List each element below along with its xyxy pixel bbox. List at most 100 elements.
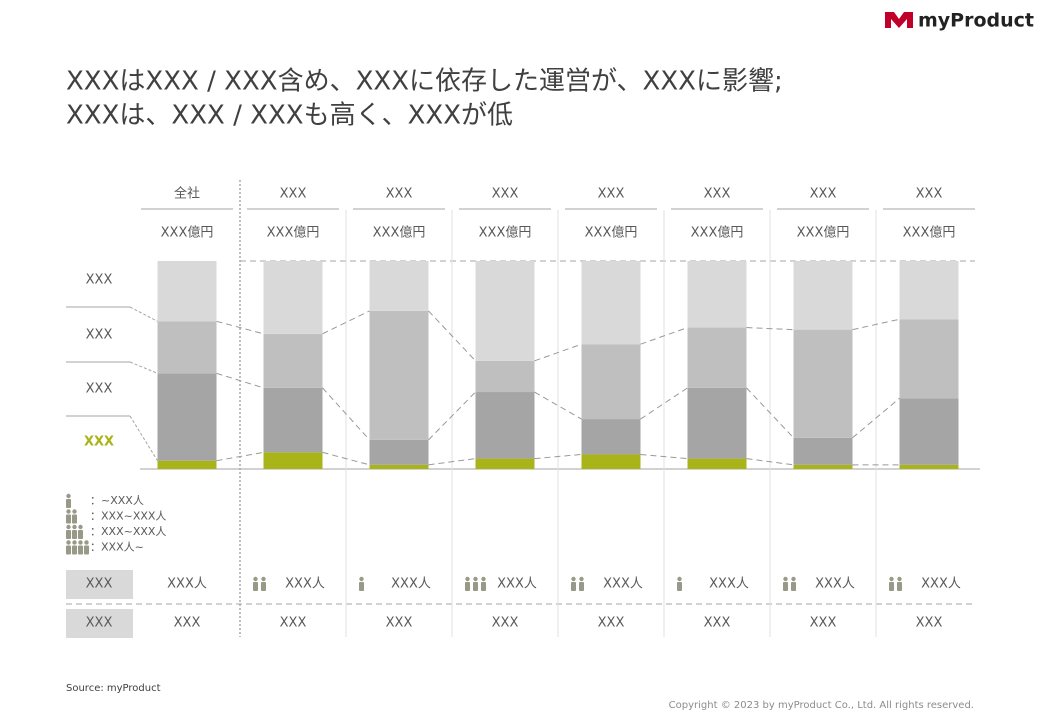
legend-icons xyxy=(66,524,83,539)
person-head xyxy=(66,524,71,530)
bar-segment xyxy=(369,439,429,465)
person-head xyxy=(571,576,576,582)
person-head xyxy=(66,540,71,545)
person-body xyxy=(253,582,258,591)
row-header: XXX xyxy=(86,616,113,631)
person-body xyxy=(677,582,682,591)
person-head xyxy=(481,576,486,582)
connector xyxy=(852,318,900,331)
logo-text: myProduct xyxy=(918,10,1034,32)
bar-segment xyxy=(793,437,853,465)
bar-segment xyxy=(687,387,747,459)
person-head xyxy=(78,540,83,545)
bar-segment xyxy=(369,261,429,311)
copyright: Copyright © 2023 by myProduct Co., Ltd. … xyxy=(669,700,974,711)
table-cell: XXX人 xyxy=(709,577,749,592)
connector xyxy=(216,451,264,462)
table-cell: XXX人 xyxy=(921,577,961,592)
legend-icons xyxy=(66,493,71,508)
person-head xyxy=(897,576,902,582)
person-head xyxy=(78,524,83,530)
connector xyxy=(428,391,476,441)
bar-segment xyxy=(475,261,535,361)
logo-icon xyxy=(885,12,913,28)
table-cell: XXX xyxy=(174,616,201,631)
size-icons xyxy=(465,576,486,591)
category-total: XXX億円 xyxy=(373,225,426,241)
category-total: XXX億円 xyxy=(161,225,214,241)
category-total: XXX億円 xyxy=(479,225,532,241)
bar-segment xyxy=(475,392,535,459)
table-cell: XXX xyxy=(492,616,519,631)
person-body xyxy=(66,514,71,524)
table-cell: XXX xyxy=(598,616,625,631)
person-body xyxy=(261,582,266,591)
bar-segment xyxy=(793,261,853,330)
table-cell: XXX人 xyxy=(497,577,537,592)
bar-segment xyxy=(263,261,323,334)
person-body xyxy=(481,582,486,591)
person-head xyxy=(677,576,682,582)
bar-segment xyxy=(475,360,535,393)
connector xyxy=(216,320,264,335)
connector xyxy=(746,387,794,439)
connector xyxy=(534,453,582,460)
person-head xyxy=(72,524,77,530)
table-cell: XXX xyxy=(916,616,943,631)
category-label: XXX xyxy=(704,187,731,202)
bar-segment xyxy=(581,344,641,420)
connector xyxy=(534,343,582,362)
row-header: XXX xyxy=(86,577,113,592)
person-body xyxy=(78,530,83,539)
category-total: XXX億円 xyxy=(267,225,320,241)
bar-segment xyxy=(793,329,853,438)
category-label: XXX xyxy=(916,187,943,202)
person-body xyxy=(783,582,788,591)
person-head xyxy=(72,540,77,545)
category-label: 全社 xyxy=(174,186,200,202)
person-body xyxy=(84,545,89,555)
person-head xyxy=(783,576,788,582)
icon-legend-label: ：XXX~XXX人 xyxy=(90,510,166,523)
table-cell: XXX xyxy=(280,616,307,631)
icon-legend-label: ：XXX人~ xyxy=(90,541,144,554)
table-cell: XXX xyxy=(386,616,413,631)
person-head xyxy=(84,540,89,545)
person-head xyxy=(465,576,470,582)
connector xyxy=(852,397,900,439)
row-header-box xyxy=(66,570,133,599)
person-body xyxy=(78,545,83,555)
bar-segment xyxy=(581,261,641,345)
person-head xyxy=(253,576,258,582)
person-head xyxy=(889,576,894,582)
connector xyxy=(216,372,264,389)
icon-legend-label: ：XXX~XXX人 xyxy=(90,525,166,538)
legend-label: XXX xyxy=(86,273,113,288)
category-total: XXX億円 xyxy=(903,225,956,241)
person-body xyxy=(66,499,71,508)
bar-segment xyxy=(475,458,535,469)
person-head xyxy=(261,576,266,582)
connector xyxy=(534,391,582,420)
legend-label: XXX xyxy=(86,382,113,397)
row-header-box xyxy=(66,609,133,638)
size-icons xyxy=(571,576,584,591)
icon-legend-label: ：~XXX人 xyxy=(90,494,144,507)
source: Source: myProduct xyxy=(66,683,161,694)
person-body xyxy=(72,514,77,524)
person-head xyxy=(66,509,71,514)
person-body xyxy=(473,582,478,591)
category-label: XXX xyxy=(598,187,625,202)
category-label: XXX xyxy=(386,187,413,202)
bar-segment xyxy=(263,333,323,388)
category-total: XXX億円 xyxy=(797,225,850,241)
table-cell: XXX xyxy=(704,616,731,631)
connector xyxy=(322,451,370,466)
table-cell: XXX人 xyxy=(285,577,325,592)
person-body xyxy=(791,582,796,591)
person-head xyxy=(66,493,71,499)
bar-segment xyxy=(157,261,217,322)
person-body xyxy=(72,545,77,555)
table-cell: XXX xyxy=(810,616,837,631)
